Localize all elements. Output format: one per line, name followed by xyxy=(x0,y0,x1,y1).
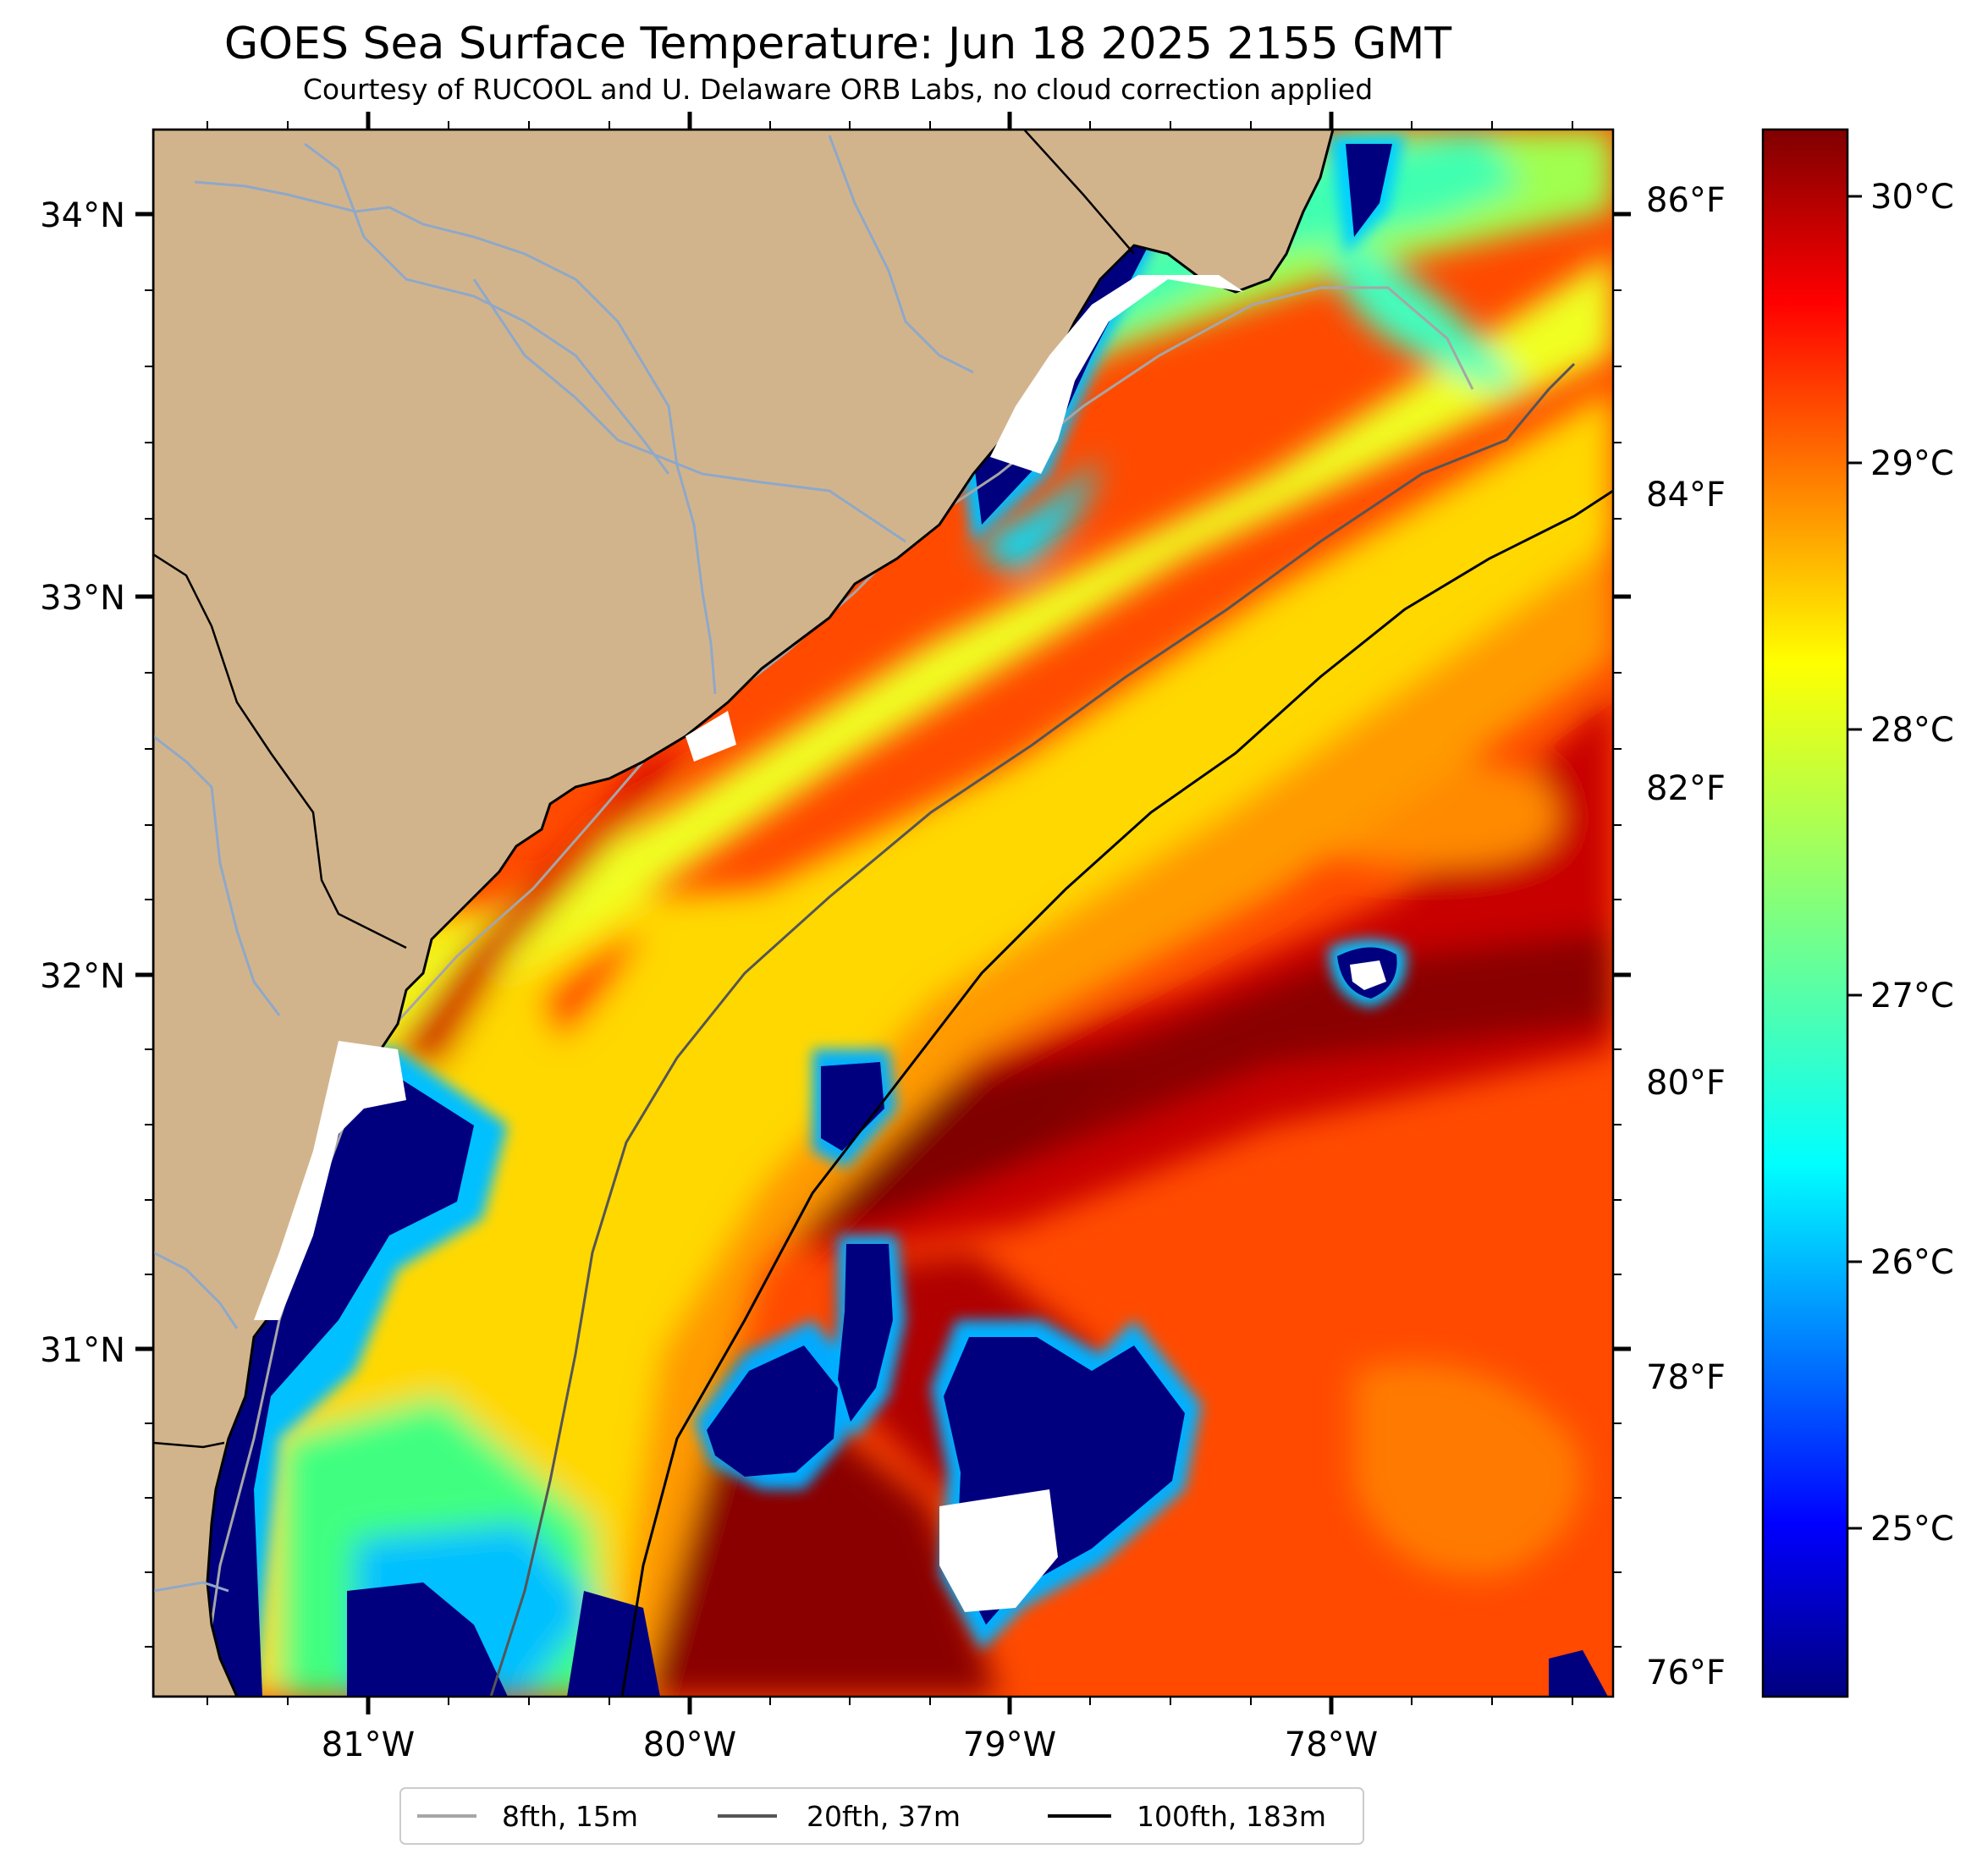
lat-label-33: 33°N xyxy=(40,579,125,618)
legend-label-8fth: 8fth, 15m xyxy=(502,1800,638,1833)
c-label-30: 30°C xyxy=(1870,178,1954,217)
f-label-84: 84°F xyxy=(1646,476,1726,515)
c-label-25: 25°C xyxy=(1870,1510,1954,1549)
top-ticks xyxy=(207,112,1573,129)
f-label-80: 80°F xyxy=(1646,1064,1726,1103)
map-frame xyxy=(151,128,1615,1698)
lon-label-78: 78°W xyxy=(1285,1725,1378,1764)
lat-label-31: 31°N xyxy=(40,1331,125,1370)
legend-label-100fth: 100fth, 183m xyxy=(1137,1800,1326,1833)
rivers xyxy=(153,135,974,1593)
land-mass xyxy=(153,129,1335,1697)
lat-ticks xyxy=(135,212,153,1648)
sst-map xyxy=(153,129,1613,1697)
f-label-86: 86°F xyxy=(1646,181,1726,220)
lat-label-34: 34°N xyxy=(40,196,125,235)
f-label-76: 76°F xyxy=(1646,1654,1726,1692)
cloud-masks xyxy=(153,135,1608,1697)
lat-label-32: 32°N xyxy=(40,957,125,996)
f-axis-ticks xyxy=(1613,212,1631,1648)
colorbar-ticks xyxy=(1848,195,1862,1530)
state-borders xyxy=(153,129,1135,1449)
isobath-legend: 8fth, 15m 20fth, 37m 100fth, 183m xyxy=(399,1787,1364,1845)
isobath-100fth xyxy=(620,489,1613,1697)
c-label-29: 29°C xyxy=(1870,444,1954,483)
lon-label-81: 81°W xyxy=(322,1725,415,1764)
colorbar xyxy=(1761,128,1849,1698)
lon-label-79: 79°W xyxy=(963,1725,1056,1764)
map-title: GOES Sea Surface Temperature: Jun 18 202… xyxy=(223,19,1452,69)
legend-label-20fth: 20fth, 37m xyxy=(807,1800,961,1833)
c-label-27: 27°C xyxy=(1870,977,1954,1015)
c-label-28: 28°C xyxy=(1870,711,1954,750)
lon-label-80: 80°W xyxy=(643,1725,736,1764)
lon-ticks xyxy=(207,1697,1573,1714)
isobath-20fth xyxy=(489,362,1576,1697)
f-label-82: 82°F xyxy=(1646,769,1726,808)
c-label-26: 26°C xyxy=(1870,1243,1954,1282)
f-label-78: 78°F xyxy=(1646,1358,1726,1397)
map-subtitle: Courtesy of RUCOOL and U. Delaware ORB L… xyxy=(302,73,1374,106)
